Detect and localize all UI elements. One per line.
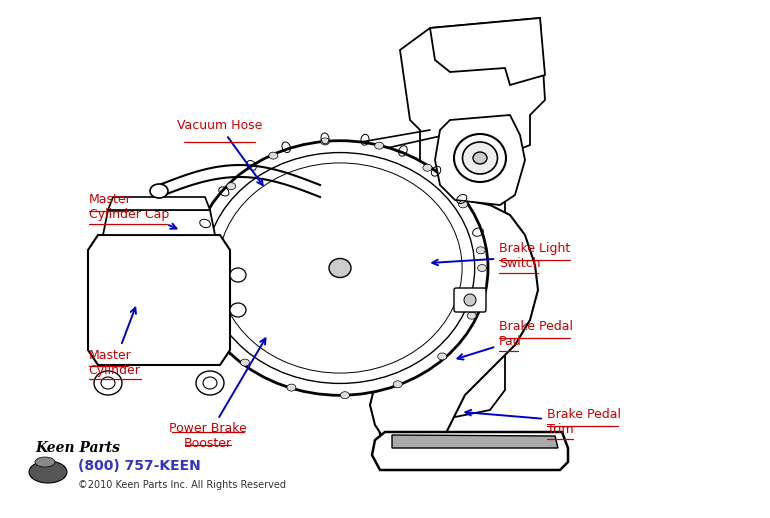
Text: Power Brake
Booster: Power Brake Booster	[169, 338, 266, 450]
Ellipse shape	[459, 201, 467, 208]
Text: Brake Pedal
Pad: Brake Pedal Pad	[457, 320, 573, 359]
Polygon shape	[435, 115, 525, 205]
Ellipse shape	[101, 377, 115, 389]
Ellipse shape	[208, 320, 217, 327]
Ellipse shape	[230, 303, 246, 317]
Ellipse shape	[230, 268, 246, 282]
Polygon shape	[372, 432, 568, 470]
Ellipse shape	[423, 164, 432, 171]
Ellipse shape	[192, 141, 488, 395]
Ellipse shape	[269, 152, 278, 159]
Ellipse shape	[196, 371, 224, 395]
Text: Keen Parts: Keen Parts	[35, 441, 120, 455]
Polygon shape	[103, 210, 215, 235]
Text: Brake Pedal
Trim: Brake Pedal Trim	[465, 408, 621, 436]
Ellipse shape	[393, 381, 402, 388]
Text: (800) 757-KEEN: (800) 757-KEEN	[78, 459, 201, 473]
Text: ©2010 Keen Parts Inc. All Rights Reserved: ©2010 Keen Parts Inc. All Rights Reserve…	[78, 480, 286, 490]
Ellipse shape	[340, 392, 350, 399]
Text: Master
Cylinder Cap: Master Cylinder Cap	[89, 193, 176, 229]
Circle shape	[464, 294, 476, 306]
Ellipse shape	[150, 184, 168, 198]
Text: Master
Cylinder: Master Cylinder	[89, 308, 140, 377]
Ellipse shape	[463, 142, 497, 174]
Ellipse shape	[240, 359, 249, 366]
Polygon shape	[88, 235, 230, 365]
Text: Vacuum Hose: Vacuum Hose	[177, 119, 263, 185]
Ellipse shape	[35, 457, 55, 467]
Ellipse shape	[477, 265, 487, 271]
Polygon shape	[365, 18, 545, 435]
Ellipse shape	[329, 258, 351, 278]
Ellipse shape	[476, 247, 485, 254]
Ellipse shape	[454, 134, 506, 182]
Ellipse shape	[29, 461, 67, 483]
Ellipse shape	[437, 353, 447, 360]
Text: Brake Light
Switch: Brake Light Switch	[432, 242, 571, 270]
Ellipse shape	[287, 384, 296, 391]
Ellipse shape	[467, 312, 476, 319]
Ellipse shape	[203, 377, 217, 389]
Ellipse shape	[200, 225, 209, 232]
Ellipse shape	[194, 274, 203, 280]
Ellipse shape	[375, 142, 383, 149]
Ellipse shape	[226, 183, 236, 190]
Polygon shape	[370, 198, 538, 450]
Polygon shape	[392, 435, 558, 448]
Polygon shape	[108, 197, 210, 210]
Ellipse shape	[94, 371, 122, 395]
Ellipse shape	[473, 152, 487, 164]
Polygon shape	[197, 243, 230, 355]
Ellipse shape	[320, 138, 330, 145]
FancyBboxPatch shape	[454, 288, 486, 312]
Polygon shape	[430, 18, 545, 85]
